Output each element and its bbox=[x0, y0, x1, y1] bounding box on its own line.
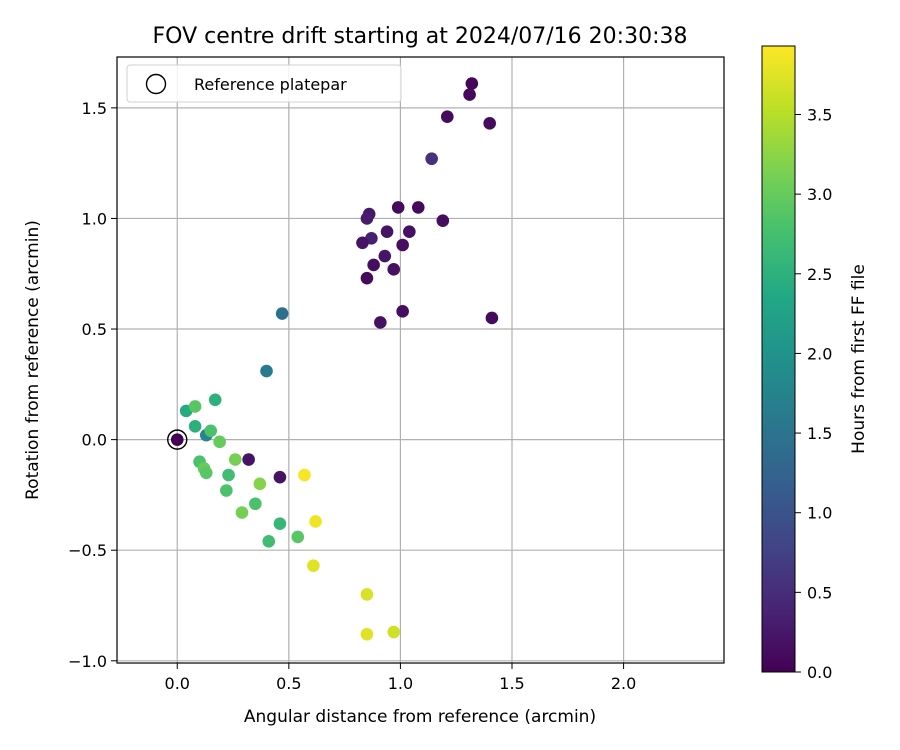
scatter-point bbox=[360, 627, 374, 641]
colorbar-tick-label: 3.5 bbox=[807, 105, 832, 124]
x-tick-label: 0.0 bbox=[165, 674, 190, 693]
x-axis-ticks: 0.0 0.5 1.0 1.5 2.0 bbox=[165, 663, 636, 693]
scatter-point bbox=[387, 263, 401, 276]
x-tick-label: 0.5 bbox=[276, 674, 301, 693]
scatter-point bbox=[170, 433, 184, 446]
colorbar-tick-label: 1.0 bbox=[807, 504, 832, 523]
scatter-point bbox=[483, 117, 496, 130]
colorbar-ticks: 0.0 0.5 1.0 1.5 2.0 2.5 3.0 3.5 bbox=[795, 105, 832, 682]
colorbar-tick-label: 0.5 bbox=[807, 583, 832, 602]
scatter-point bbox=[403, 225, 416, 239]
plot-frame bbox=[116, 56, 725, 664]
scatter-point bbox=[396, 305, 409, 318]
scatter-point bbox=[275, 307, 289, 320]
grid bbox=[117, 57, 724, 663]
scatter-point bbox=[356, 236, 369, 250]
scatter-point bbox=[188, 400, 202, 413]
colorbar-label: Hours from first FF file bbox=[849, 264, 869, 454]
scatter-point bbox=[235, 506, 249, 519]
colorbar-tick-label: 1.5 bbox=[807, 424, 832, 443]
scatter-point bbox=[260, 364, 273, 378]
scatter-point bbox=[367, 258, 380, 272]
colorbar-tick-label: 2.5 bbox=[807, 265, 832, 284]
scatter-point bbox=[188, 420, 202, 433]
scatter-point bbox=[360, 588, 374, 601]
scatter-point bbox=[411, 201, 425, 214]
legend-box bbox=[126, 64, 402, 103]
y-tick-label: 0.0 bbox=[82, 431, 107, 450]
colorbar-tick-label: 0.0 bbox=[807, 663, 832, 682]
scatter-point bbox=[220, 484, 233, 497]
colorbar-gradient bbox=[761, 45, 796, 673]
scatter-point bbox=[360, 271, 374, 285]
legend-reference-marker bbox=[145, 73, 167, 95]
scatter-point bbox=[378, 249, 392, 263]
scatter-point bbox=[204, 424, 218, 438]
scatter-point bbox=[465, 77, 479, 90]
y-tick-label: 1.0 bbox=[82, 209, 107, 228]
scatter-point bbox=[291, 530, 305, 544]
scatter-point bbox=[249, 497, 262, 511]
scatter-point bbox=[391, 201, 405, 214]
scatter-point bbox=[273, 517, 287, 530]
scatter-point bbox=[440, 110, 454, 124]
scatter-point bbox=[380, 225, 394, 239]
scatter-point bbox=[253, 477, 267, 491]
scatter-point bbox=[309, 515, 322, 528]
x-tick-label: 2.0 bbox=[611, 674, 636, 693]
legend-label-reference: Reference platepar bbox=[194, 75, 347, 94]
y-tick-label: 0.5 bbox=[82, 320, 107, 339]
scatter-point bbox=[307, 559, 320, 572]
scatter-point bbox=[213, 435, 226, 449]
scatter-point bbox=[463, 88, 476, 101]
legend: Reference platepar bbox=[126, 64, 402, 103]
scatter-point bbox=[396, 238, 409, 252]
colorbar-tick-label: 3.0 bbox=[807, 185, 832, 204]
y-axis-ticks: −1.0 −0.5 0.0 0.5 1.0 1.5 bbox=[68, 99, 117, 671]
scatter-points bbox=[167, 77, 499, 641]
x-tick-label: 1.0 bbox=[388, 674, 413, 693]
y-tick-label: −1.0 bbox=[68, 652, 107, 671]
chart-title: FOV centre drift starting at 2024/07/16 … bbox=[153, 24, 688, 49]
scatter-point bbox=[208, 393, 222, 407]
colorbar: 0.0 0.5 1.0 1.5 2.0 2.5 3.0 3.5 Hours from firs… bbox=[761, 45, 869, 682]
scatter-point bbox=[222, 468, 235, 482]
scatter-point bbox=[387, 625, 401, 639]
scatter-point bbox=[199, 466, 213, 480]
x-tick-label: 1.5 bbox=[499, 674, 524, 693]
y-axis-label: Rotation from reference (arcmin) bbox=[23, 220, 43, 500]
scatter-point bbox=[242, 453, 255, 466]
x-axis-label: Angular distance from reference (arcmin) bbox=[244, 707, 596, 727]
scatter-point bbox=[436, 214, 450, 227]
reference-point-marker bbox=[167, 429, 188, 450]
scatter-point bbox=[425, 152, 438, 166]
scatter-point bbox=[273, 470, 287, 484]
colorbar-tick-label: 2.0 bbox=[807, 344, 832, 363]
y-tick-label: −0.5 bbox=[68, 541, 107, 560]
scatter-point bbox=[374, 316, 387, 329]
scatter-point bbox=[298, 468, 311, 482]
y-tick-label: 1.5 bbox=[82, 99, 107, 118]
scatter-point bbox=[485, 311, 499, 325]
scatter-point bbox=[228, 453, 242, 466]
scatter-point bbox=[360, 212, 374, 225]
scatter-point bbox=[262, 535, 276, 548]
